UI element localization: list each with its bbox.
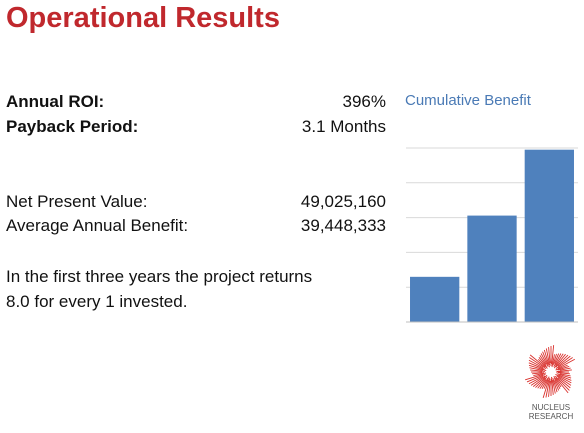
chart-title: Cumulative Benefit	[405, 92, 531, 109]
logo-ray	[541, 377, 549, 389]
chart-bar-1	[410, 276, 460, 322]
logo-ray	[540, 353, 549, 367]
logo-ray	[551, 376, 554, 395]
logo-ray	[553, 377, 561, 389]
logo-ray	[554, 375, 570, 391]
logo-ray	[529, 354, 546, 368]
logo-ray	[543, 349, 550, 368]
logo-ray	[532, 372, 545, 375]
logo-ray	[542, 351, 549, 365]
logo-ray	[532, 374, 548, 387]
logo-ray	[557, 355, 571, 367]
logo-ray	[551, 354, 555, 368]
logo-ray	[542, 379, 550, 398]
payback-period-row: Payback Period: 3.1 Months	[6, 115, 386, 139]
logo-ray	[545, 377, 551, 398]
summary-line-2: 8.0 for every 1 invested.	[6, 292, 188, 311]
cumulative-benefit-chart	[406, 147, 578, 323]
logo-ray	[537, 376, 548, 389]
logo-ray	[548, 380, 551, 397]
logo-ray	[552, 353, 557, 366]
logo-text-line-1: NUCLEUS	[531, 403, 571, 412]
annual-roi-row: Annual ROI: 396%	[6, 90, 386, 114]
avg-benefit-row: Average Annual Benefit: 39,448,333	[6, 214, 386, 238]
npv-label: Net Present Value:	[6, 192, 148, 211]
logo-ray	[555, 353, 564, 366]
logo-ray	[539, 379, 547, 389]
logo-ray	[551, 345, 555, 365]
logo-ray	[554, 380, 560, 391]
logo-ray	[557, 372, 570, 375]
page-title: Operational Results	[6, 2, 280, 34]
logo-ray	[543, 376, 550, 389]
logo-ray	[529, 367, 544, 371]
payback-period-label: Payback Period:	[6, 117, 139, 136]
nucleus-research-logo: NUCLEUS RESEARCH	[520, 343, 582, 423]
logo-ray	[528, 364, 547, 371]
logo-ray	[533, 372, 547, 376]
logo-ray	[539, 355, 547, 365]
logo-ray	[558, 374, 572, 381]
logo-ray	[555, 373, 572, 384]
chart-bars	[410, 149, 574, 322]
summary-line-1: In the first three years the project ret…	[6, 267, 313, 286]
logo-ray	[553, 375, 562, 388]
logo-ray	[559, 373, 571, 377]
logo-ray	[556, 375, 572, 386]
logo-ray	[538, 357, 547, 367]
payback-period-value: 3.1 Months	[301, 117, 386, 136]
annual-roi-value: 396%	[342, 92, 386, 111]
logo-ray	[552, 377, 558, 393]
avg-benefit-value: 39,448,333	[300, 216, 386, 235]
nucleus-burst-icon	[525, 345, 576, 398]
logo-ray	[555, 357, 573, 370]
summary-text: In the first three years the project ret…	[6, 264, 386, 314]
chart-bar-3	[524, 149, 574, 322]
logo-ray	[530, 369, 546, 372]
logo-ray	[548, 347, 551, 364]
logo-ray	[525, 373, 544, 381]
logo-ray	[535, 377, 546, 388]
annual-roi-label: Annual ROI:	[6, 92, 105, 111]
chart-bar-2	[467, 215, 517, 322]
logo-ray	[529, 357, 547, 370]
logo-ray	[555, 364, 568, 371]
logo-text-line-2: RESEARCH	[528, 412, 574, 421]
logo-ray	[553, 353, 566, 369]
npv-row: Net Present Value: 49,025,160	[6, 190, 386, 214]
logo-ray	[555, 377, 569, 394]
logo-ray	[537, 358, 548, 369]
logo-ray	[557, 366, 570, 371]
logo-ray	[528, 359, 544, 369]
logo-ray	[526, 373, 546, 383]
logo-ray	[554, 353, 560, 364]
logo-ray	[528, 362, 545, 370]
logo-ray	[559, 367, 571, 371]
logo-ray	[556, 373, 572, 379]
logo-ray	[556, 369, 572, 372]
logo-ray	[555, 354, 569, 368]
logo-ray	[557, 377, 571, 389]
logo-ray	[557, 358, 576, 369]
avg-benefit-label: Average Annual Benefit:	[6, 216, 189, 235]
logo-ray	[530, 375, 546, 386]
logo-ray	[545, 348, 551, 366]
logo-ray	[553, 353, 562, 367]
npv-value: 49,025,160	[300, 192, 386, 211]
logo-ray	[528, 375, 544, 385]
logo-ray	[552, 379, 556, 394]
